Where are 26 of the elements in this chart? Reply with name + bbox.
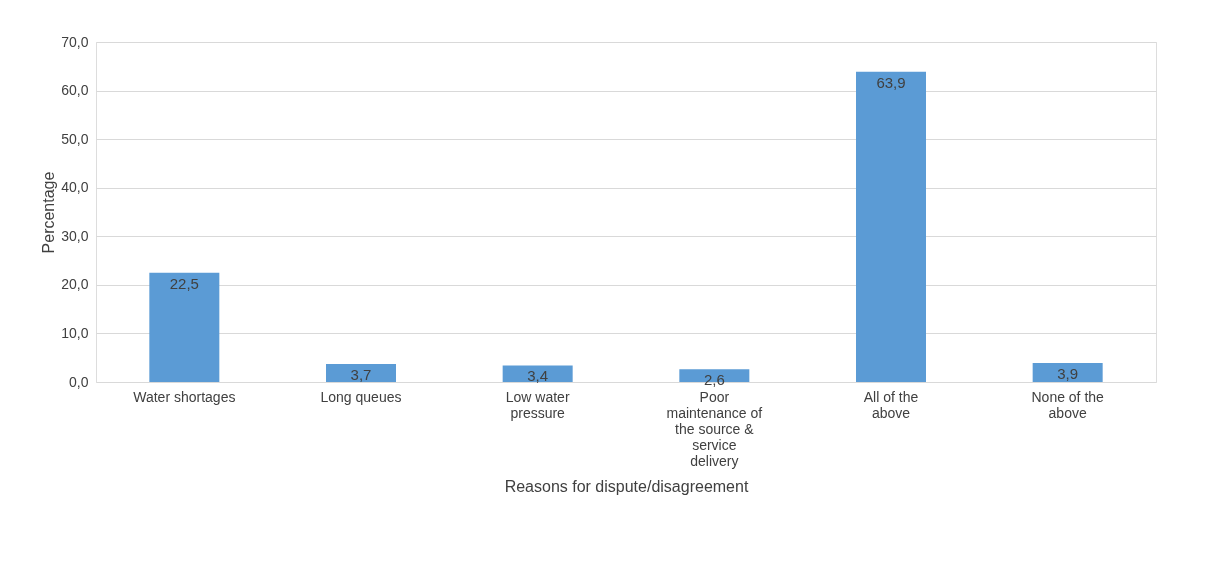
y-tick-label: 50,0 [61,130,89,147]
data-label: 3,7 [350,366,372,384]
x-tick-label: Long queues [320,388,402,405]
y-tick-label: 10,0 [61,324,89,341]
x-tick-label: Poor maintenance of the source & service delivery [666,388,763,469]
data-label: 3,4 [527,367,549,385]
x-tick-label: Low water pressure [505,388,570,421]
y-tick-label: 20,0 [61,276,89,293]
y-tick-label: 40,0 [61,179,89,196]
y-tick-label: 70,0 [61,33,89,50]
y-axis-title: Percentage [40,171,58,254]
data-label: 3,9 [1057,365,1079,383]
x-tick-label: None of the above [1031,388,1105,421]
y-tick-label: 0,0 [69,373,89,390]
y-tick-label: 30,0 [61,227,89,244]
bar [326,364,396,382]
data-label: 22,5 [169,274,199,292]
bar [149,272,220,382]
x-tick-label: Water shortages [133,388,236,405]
bar [502,365,573,382]
data-label: 63,9 [876,73,906,91]
bar [856,71,926,382]
bar [1032,363,1103,382]
y-tick-label: 60,0 [61,82,89,99]
x-tick-label: All of the above [863,388,919,421]
x-axis-title: Reasons for dispute/disagreement [504,477,749,495]
